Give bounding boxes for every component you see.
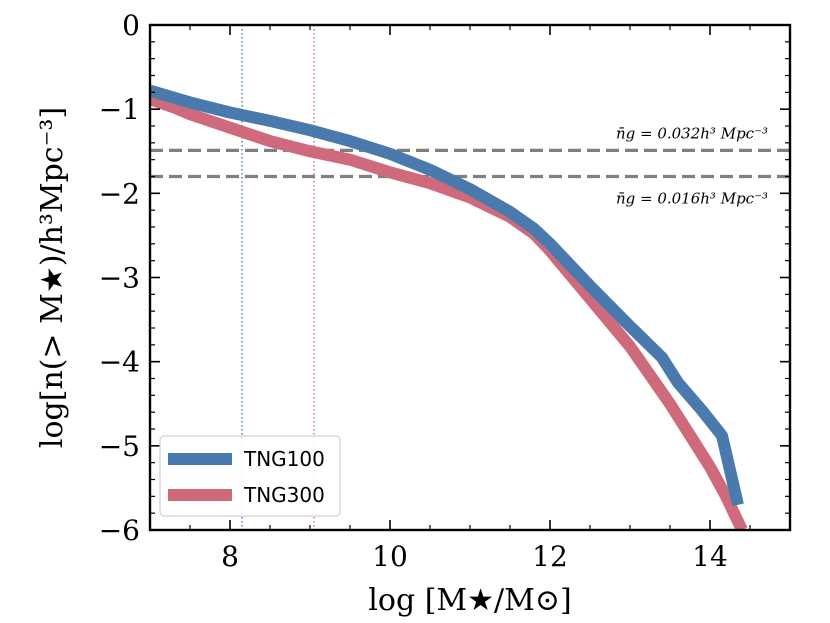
hline-label-high-density: n̄g = 0.032h³ Mpc⁻³ (616, 124, 768, 142)
legend: TNG100 TNG300 (159, 435, 341, 517)
legend-label-tng100: TNG100 (243, 447, 325, 471)
x-tick-label: 12 (532, 540, 568, 573)
y-tick-label: −5 (99, 430, 140, 463)
y-tick-label: −6 (99, 514, 140, 547)
series-line-tng100 (150, 84, 744, 507)
data-series (150, 84, 748, 530)
horizontal-reference-lines (150, 148, 790, 179)
y-axis-label: log[n(> M★)/h³Mpc⁻³] (35, 107, 70, 448)
x-tick-label: 10 (372, 540, 408, 573)
y-tick-label: −3 (99, 262, 140, 295)
x-tick-label: 8 (221, 540, 239, 573)
hline-label-low-density: n̄g = 0.016h³ Mpc⁻³ (616, 190, 768, 208)
x-axis-label: log [M★/M⊙] (368, 583, 571, 618)
axis-ticks (149, 24, 791, 531)
y-tick-label: −1 (99, 93, 140, 126)
legend-label-tng300: TNG300 (243, 483, 325, 507)
y-tick-label: 0 (122, 9, 140, 42)
x-tick-label: 14 (692, 540, 728, 573)
y-tick-label: −4 (99, 346, 140, 379)
tick-labels: 8 10 12 14 0 −1 −2 −3 −4 −5 −6 (99, 9, 728, 573)
y-tick-label: −2 (99, 177, 140, 210)
